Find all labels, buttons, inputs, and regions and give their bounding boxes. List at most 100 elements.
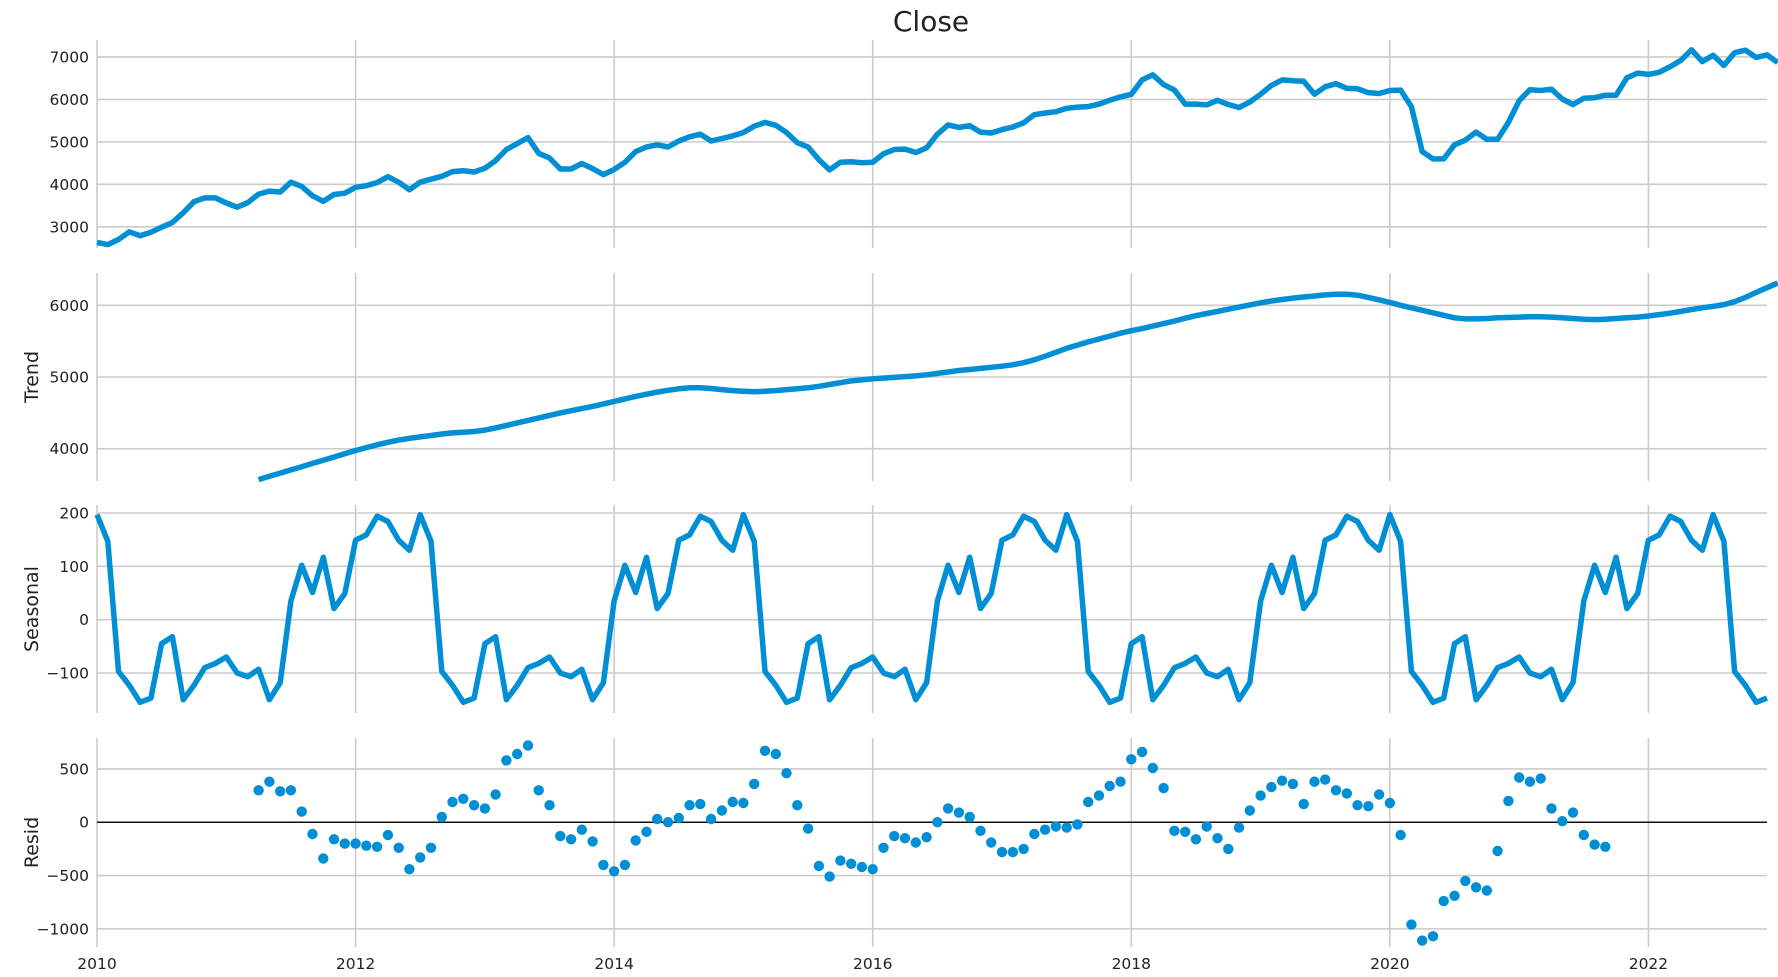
resid-point: [1276, 775, 1288, 786]
resid-point: [1244, 805, 1256, 816]
resid-point: [846, 858, 857, 869]
resid-point: [285, 785, 297, 796]
trend-series-line: [257, 280, 1778, 483]
trend-ytick-label: 6000: [50, 297, 89, 315]
resid-point: [1373, 789, 1385, 800]
resid-point: [1018, 843, 1029, 855]
resid-point: [512, 748, 523, 760]
resid-point: [1039, 824, 1051, 835]
resid-point: [404, 864, 415, 875]
resid-point: [1266, 781, 1277, 793]
seasonal-ytick-label: 100: [59, 558, 89, 576]
resid-point: [996, 846, 1008, 858]
resid-point: [695, 798, 706, 810]
resid-point: [1363, 801, 1374, 812]
resid-point: [490, 789, 501, 800]
resid-point: [1578, 829, 1590, 841]
resid-point: [1158, 782, 1169, 794]
resid-point: [1589, 839, 1600, 850]
resid-point: [587, 836, 598, 847]
resid-point: [1470, 882, 1482, 893]
resid-point: [856, 861, 868, 873]
trend-axis-label: Trend: [21, 351, 43, 404]
resid-point: [932, 817, 943, 828]
resid-point: [792, 800, 803, 811]
resid-point: [652, 813, 663, 825]
x-tick-label: 2010: [77, 955, 116, 973]
resid-point: [770, 748, 781, 760]
resid-point: [1104, 780, 1115, 792]
resid-point: [1255, 790, 1266, 801]
resid-point: [673, 812, 684, 824]
resid-point: [727, 796, 738, 808]
resid-point: [1050, 821, 1062, 832]
resid-point: [975, 825, 986, 836]
resid-point: [1320, 774, 1331, 785]
resid-point: [738, 797, 749, 809]
resid-point: [1298, 798, 1309, 810]
trend-ytick-label: 5000: [50, 369, 89, 387]
resid-point: [1341, 788, 1353, 799]
resid-point: [1330, 785, 1342, 796]
resid-point: [716, 805, 728, 816]
resid-point: [1061, 822, 1072, 833]
resid-point: [867, 864, 878, 875]
close-ytick-label: 6000: [50, 91, 89, 109]
resid-point: [328, 834, 340, 845]
x-tick-label: 2016: [853, 955, 892, 973]
resid-point: [1567, 807, 1579, 818]
x-tick-label: 2022: [1629, 955, 1668, 973]
resid-point: [1083, 796, 1094, 808]
resid-point: [361, 840, 372, 851]
chart-title: Close: [893, 5, 969, 38]
resid-point: [458, 793, 469, 804]
resid-ytick-label: −1000: [37, 920, 89, 938]
resid-point: [910, 837, 921, 848]
resid-point: [1395, 829, 1406, 841]
resid-point: [1223, 843, 1234, 855]
resid-point: [813, 860, 825, 872]
resid-point: [468, 800, 480, 811]
resid-point: [275, 786, 286, 797]
resid-point: [1212, 833, 1223, 844]
resid-point: [749, 778, 760, 790]
resid-point: [1007, 846, 1018, 858]
resid-point: [1029, 828, 1040, 840]
resid-point: [1600, 841, 1611, 852]
resid-point: [921, 832, 932, 843]
resid-point: [641, 826, 652, 837]
resid-point: [1093, 790, 1105, 801]
resid-point: [296, 806, 307, 817]
resid-point: [1460, 875, 1471, 887]
resid-point: [264, 776, 275, 787]
resid-point: [986, 837, 997, 848]
resid-point: [576, 824, 587, 835]
resid-point: [1557, 816, 1568, 827]
resid-point: [371, 841, 383, 852]
resid-point: [899, 833, 911, 844]
resid-point: [1352, 800, 1363, 811]
resid-point: [705, 813, 717, 825]
resid-point: [608, 866, 620, 877]
seasonal-ytick-label: 200: [59, 505, 89, 523]
trend-ytick-label: 4000: [50, 440, 89, 458]
resid-point: [824, 871, 835, 882]
resid-point: [522, 740, 534, 751]
x-tick-label: 2020: [1370, 955, 1409, 973]
resid-point: [436, 811, 447, 823]
resid-point: [684, 800, 695, 811]
resid-point: [1514, 772, 1525, 783]
resid-point: [1492, 845, 1503, 857]
resid-point: [1201, 821, 1212, 832]
seasonal-series-line: [94, 511, 1768, 706]
resid-point: [1233, 822, 1245, 833]
resid-point: [1072, 819, 1083, 830]
resid-point: [415, 852, 426, 863]
resid-point: [339, 838, 350, 849]
resid-ytick-label: 0: [79, 814, 89, 832]
x-tick-label: 2018: [1112, 955, 1151, 973]
resid-point: [1190, 834, 1202, 845]
resid-point: [889, 830, 900, 842]
resid-point: [307, 828, 318, 840]
resid-point: [565, 834, 577, 845]
